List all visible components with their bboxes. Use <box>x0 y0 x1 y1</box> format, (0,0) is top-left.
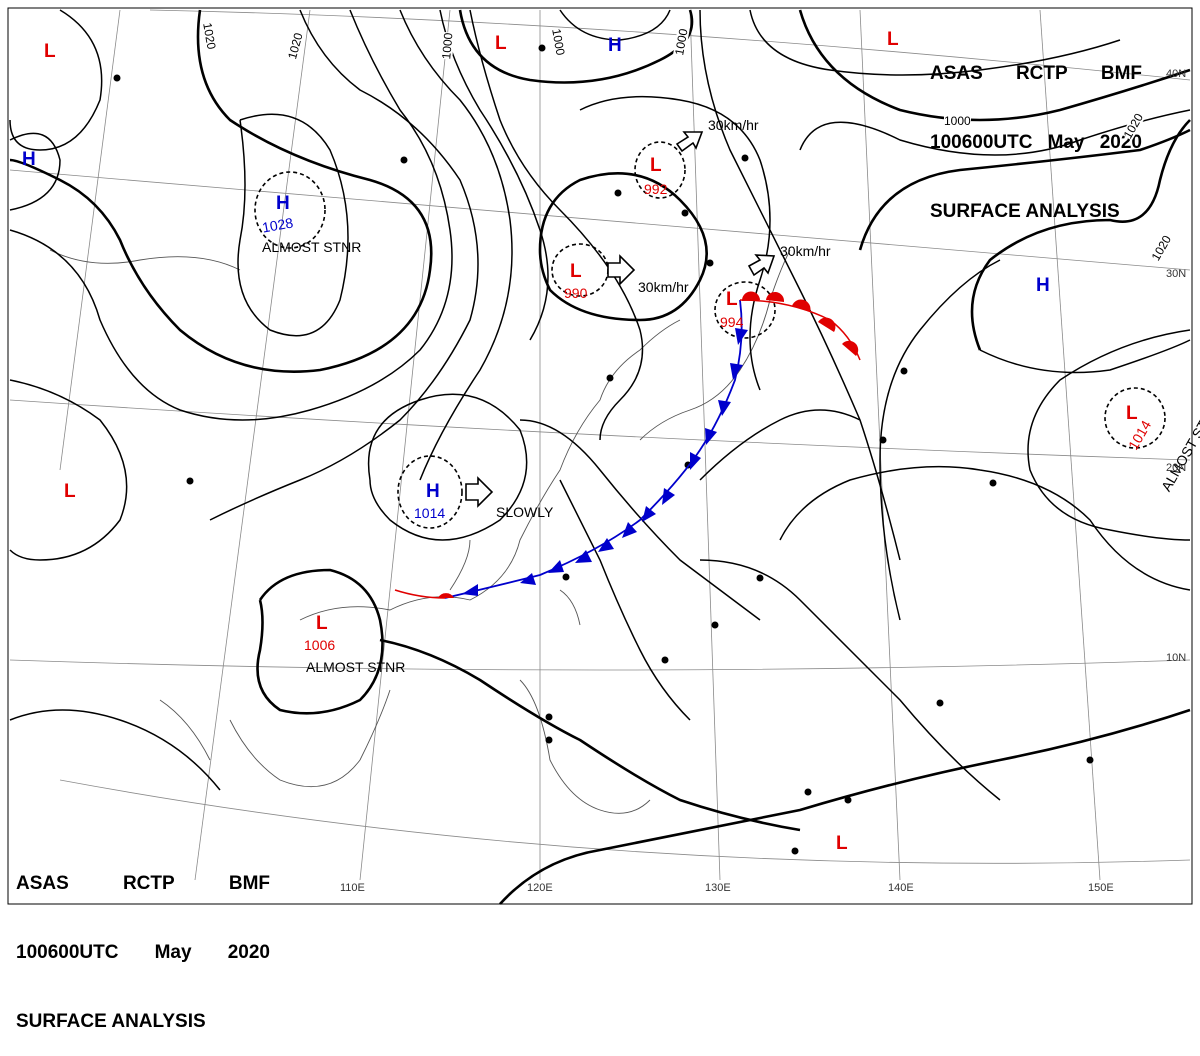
motion-note: ALMOST STNR <box>262 239 362 255</box>
header-year-bottom: 2020 <box>227 942 270 963</box>
surface-analysis-map <box>7 7 1193 905</box>
latitude-label: 20N <box>1166 462 1187 474</box>
header-agency-bottom: ASAS <box>16 873 69 894</box>
latitude-label: 40N <box>1166 68 1187 80</box>
header-product-bottom: BMF <box>228 873 270 894</box>
low-center-symbol: L <box>570 261 582 282</box>
high-center-value: 1014 <box>414 505 446 521</box>
high-symbol: H <box>608 35 622 56</box>
header-line-1: ASAS RCTP BMF <box>930 62 1142 85</box>
longitude-label: 130E <box>705 882 731 894</box>
low-symbol: L <box>836 833 848 854</box>
low-center-symbol: L <box>316 613 328 634</box>
header-title: SURFACE ANALYSIS <box>930 201 1120 222</box>
header-time: 100600UTC <box>930 132 1033 153</box>
header-top-right: ASAS RCTP BMF 100600UTC May 2020 SURFACE… <box>930 16 1142 246</box>
longitude-label: 140E <box>888 882 914 894</box>
longitude-label: 110E <box>340 882 365 894</box>
motion-speed-label: 30km/hr <box>780 243 831 259</box>
isobar-label: 1000 <box>439 32 456 60</box>
high-symbol: H <box>22 149 36 170</box>
header-month-bottom: May <box>154 942 192 963</box>
low-symbol: L <box>44 41 56 62</box>
motion-note: ALMOST STNR <box>306 659 406 675</box>
header-line-2-bottom: 100600UTC May 2020 <box>16 941 270 964</box>
low-symbol: L <box>64 481 76 502</box>
header-station-bottom: RCTP <box>122 873 175 894</box>
longitude-label: 120E <box>527 882 553 894</box>
header-month: May <box>1047 132 1085 153</box>
low-center-value: 1006 <box>304 637 336 653</box>
header-title-bottom: SURFACE ANALYSIS <box>16 1011 206 1032</box>
longitude-label: 150E <box>1088 882 1114 894</box>
low-symbol: L <box>887 29 899 50</box>
motion-slowly-label: SLOWLY <box>496 504 554 520</box>
low-center-value: 994 <box>720 314 744 330</box>
latitude-label: 30N <box>1166 268 1187 280</box>
coastlines <box>49 249 791 814</box>
motion-speed-label: 30km/hr <box>708 117 759 133</box>
header-line-2: 100600UTC May 2020 <box>930 131 1142 154</box>
low-center-symbol: L <box>650 155 662 176</box>
cold-front-triangles <box>462 328 748 596</box>
low-symbol: L <box>495 33 507 54</box>
low-center-symbol: L <box>1126 403 1138 424</box>
station-plots <box>113 44 1094 855</box>
warm-front-semicircles <box>438 291 859 598</box>
isobar-label: 1000 <box>944 114 971 128</box>
isobars <box>9 9 1191 905</box>
motion-speed-label: 30km/hr <box>638 279 689 295</box>
low-center-value: 990 <box>564 285 588 301</box>
low-center-value: 992 <box>644 181 668 197</box>
low-center-symbol: L <box>726 289 738 310</box>
latitude-label: 10N <box>1166 652 1187 664</box>
header-bottom-left: ASAS RCTP BMF 100600UTC May 2020 SURFACE… <box>16 826 270 1056</box>
high-center-symbol: H <box>426 481 440 502</box>
header-line-1-bottom: ASAS RCTP BMF <box>16 872 270 895</box>
motion-arrows <box>465 131 776 508</box>
header-product: BMF <box>1100 63 1142 84</box>
header-time-bottom: 100600UTC <box>16 942 119 963</box>
header-agency: ASAS <box>930 63 983 84</box>
high-center-symbol: H <box>276 193 290 214</box>
header-station: RCTP <box>1015 63 1068 84</box>
high-symbol: H <box>1036 275 1050 296</box>
